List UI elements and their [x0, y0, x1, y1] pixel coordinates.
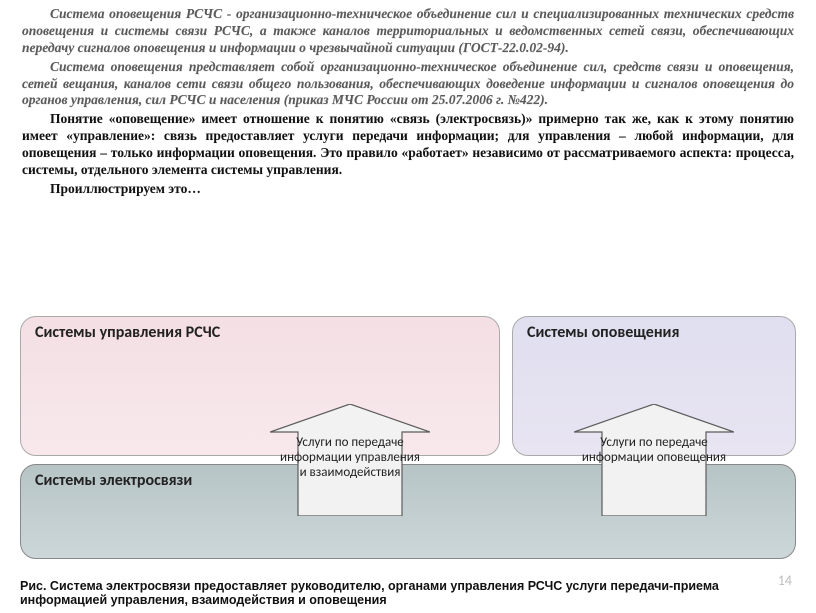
page-number: 14 — [778, 572, 792, 589]
paragraph-3: Понятие «оповещение» имеет отношение к п… — [22, 111, 794, 179]
arrow-label: Услуги по передаче информации управления… — [276, 436, 424, 481]
diagram-container: Системы управления РСЧС Системы оповещен… — [20, 316, 796, 580]
paragraph-2: Система оповещения представляет собой ор… — [22, 59, 794, 110]
arrow-right: Услуги по передаче информации оповещения — [574, 404, 734, 516]
box-label: Системы оповещения — [527, 323, 679, 342]
paragraph-4: Проиллюстрируем это… — [22, 181, 794, 198]
figure-caption: Рис. Система электросвязи предоставляет … — [20, 579, 796, 607]
box-label: Системы управления РСЧС — [35, 323, 220, 342]
arrow-left: Услуги по передаче информации управления… — [270, 404, 430, 516]
box-label: Системы электросвязи — [35, 471, 192, 490]
paragraph-1: Система оповещения РСЧС - организационно… — [22, 6, 794, 57]
arrow-label: Услуги по передаче информации оповещения — [580, 436, 728, 466]
caption-text: Рис. Система электросвязи предоставляет … — [20, 579, 719, 607]
text-content: Система оповещения РСЧС - организационно… — [0, 0, 816, 198]
